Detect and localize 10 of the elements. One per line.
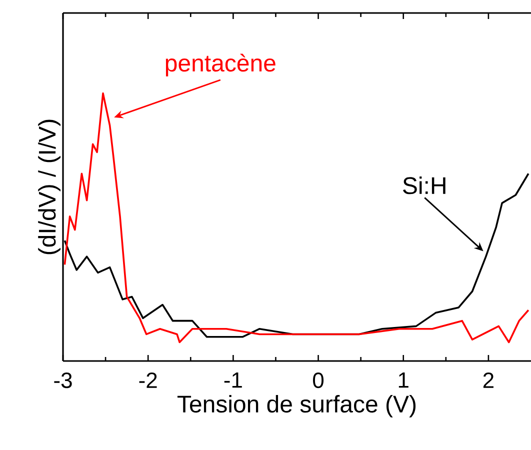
- x-tick-label: 1: [398, 372, 408, 388]
- x-tick-label: 2: [483, 372, 494, 388]
- text: pentacène: [166, 54, 276, 76]
- text: Si:H: [403, 176, 446, 194]
- x-tick-label: -1: [224, 372, 242, 388]
- x-tick-label: -2: [139, 372, 157, 388]
- x-axis-title: Tension de surface (V): [177, 394, 416, 418]
- y-axis-title: (dI/dV) / (I/V): [38, 120, 60, 254]
- x-tick-label: -3: [54, 372, 72, 388]
- x-tick-label: 0: [313, 372, 324, 388]
